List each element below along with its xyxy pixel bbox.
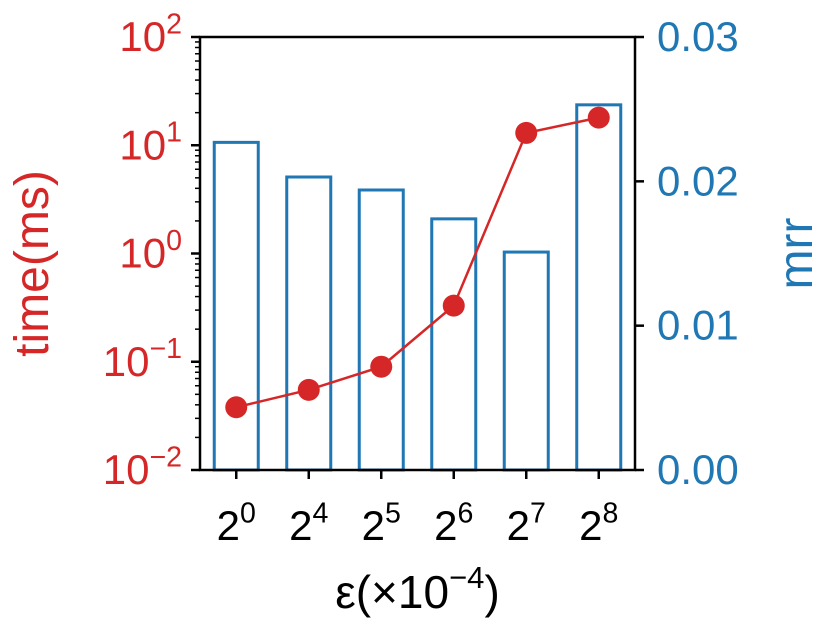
left-axis-label: time(ms) <box>6 170 59 357</box>
time-point <box>297 378 320 401</box>
mrr-bar <box>575 103 623 472</box>
left-tick-label: 100 <box>119 225 182 277</box>
time-point <box>442 294 465 317</box>
mrr-bar <box>285 175 333 472</box>
mrr-bar <box>357 188 405 472</box>
time-point <box>587 106 610 129</box>
mrr-bar <box>430 217 478 472</box>
x-tick-label: 28 <box>579 497 618 549</box>
x-axis-label: ε(×10−4) <box>335 560 500 618</box>
bar-series <box>212 103 623 472</box>
right-tick-label: 0.03 <box>657 13 739 60</box>
right-axis-label: mrr <box>770 218 823 290</box>
plot-frame <box>198 35 637 472</box>
left-tick-label: 101 <box>119 117 182 169</box>
left-tick-label: 102 <box>119 8 182 60</box>
mrr-bar <box>502 250 550 472</box>
time-line <box>235 116 600 409</box>
left-tick-label: 10−1 <box>103 333 182 385</box>
x-tick-label: 24 <box>289 497 328 549</box>
time-point <box>515 121 538 144</box>
x-tick-label: 20 <box>217 497 256 549</box>
right-tick-label: 0.00 <box>657 446 739 493</box>
right-tick-label: 0.02 <box>657 157 739 204</box>
x-tick-label: 25 <box>362 497 401 549</box>
left-tick-label: 10−2 <box>103 441 182 493</box>
x-tick-label: 26 <box>434 497 473 549</box>
mrr-bar <box>212 140 260 472</box>
x-tick-label: 27 <box>507 497 546 549</box>
time-point <box>370 355 393 378</box>
time-point <box>225 396 248 419</box>
right-tick-label: 0.01 <box>657 302 739 349</box>
